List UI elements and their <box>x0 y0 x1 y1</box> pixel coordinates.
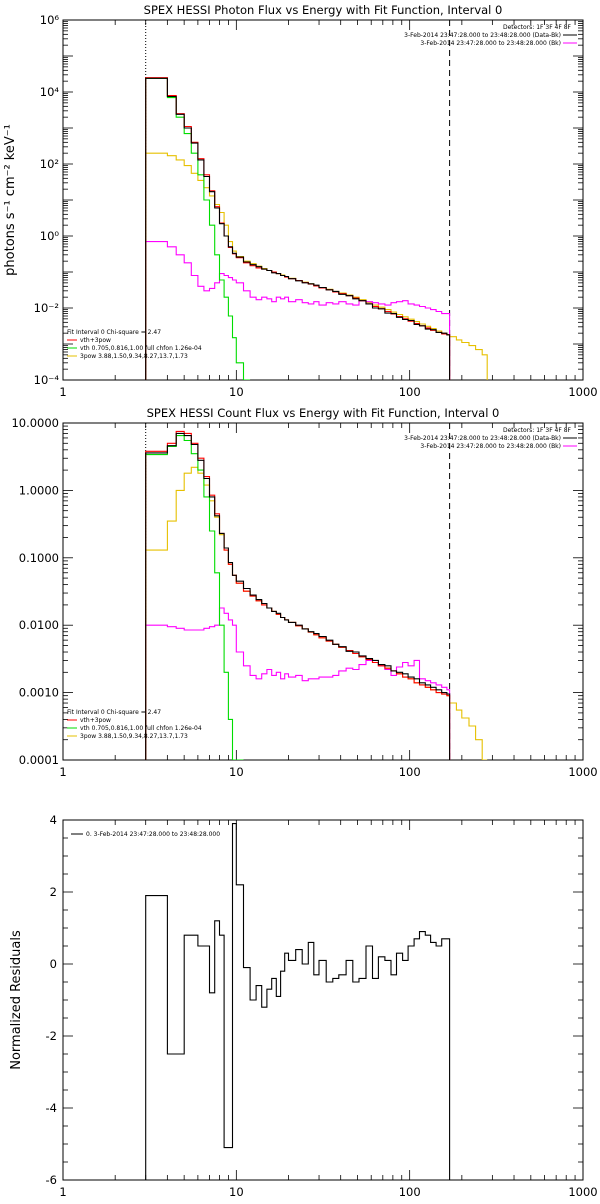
legend-detectors: Detectors: 1F 3F 4F 8F <box>503 427 572 434</box>
x-tick-label: 10 <box>229 765 244 779</box>
legend-item-text: 3-Feb-2014 23:47:28.000 to 23:48:28.000 … <box>404 435 561 442</box>
plot-frame <box>62 819 584 1181</box>
x-tick-label: 1000 <box>568 1185 597 1199</box>
x-axis-ticks: 1 10 100 1000 <box>59 20 598 399</box>
y-axis-ticks: -6 -4 -2 0 2 4 <box>46 813 583 1187</box>
y-tick-label: 10⁶ <box>40 13 60 27</box>
plot-frame <box>62 422 584 761</box>
y-tick-label: 0.1000 <box>19 551 59 565</box>
series-group <box>145 77 488 380</box>
y-tick-label: -2 <box>46 1029 57 1043</box>
x-tick-label: 1 <box>59 385 66 399</box>
y-tick-label: 0 <box>50 957 57 971</box>
series-line-4 <box>145 466 488 760</box>
y-tick-label: 2 <box>50 885 57 899</box>
legend-left: 0. 3-Feb-2014 23:47:28.000 to 23:48:28.0… <box>71 831 220 838</box>
x-tick-label: 100 <box>399 1185 421 1199</box>
chart-panel-3: 1 10 100 1000 -6 -4 -2 0 2 4 Normalized Residuals 0… <box>9 813 598 1199</box>
legend-fit-info: Fit Interval 0 Chi-square = 2.47 <box>67 709 161 716</box>
legend-right: Detectors: 1F 3F 4F 8F3-Feb-2014 23:47:2… <box>404 24 577 47</box>
chart-title: SPEX HESSI Photon Flux vs Energy with Fi… <box>144 3 503 17</box>
legend-item-text: vth+3pow <box>80 717 111 724</box>
x-tick-label: 10 <box>229 385 244 399</box>
series-group <box>145 823 451 1180</box>
x-tick-label: 1000 <box>568 765 597 779</box>
y-axis-ticks: 0.0001 0.0010 0.0100 0.1000 1.0000 10.0000 <box>11 416 583 767</box>
legend-item-text: 3-Feb-2014 23:47:28.000 to 23:48:28.000 … <box>420 40 561 47</box>
y-tick-label: 1.0000 <box>19 483 59 497</box>
series-line-5 <box>145 241 451 380</box>
chart-panel-1: SPEX HESSI Photon Flux vs Energy with Fi… <box>3 3 598 399</box>
legend-fit-info: Fit Interval 0 Chi-square = 2.47 <box>67 329 161 336</box>
legend-left: Fit Interval 0 Chi-square = 2.47vth+3pow… <box>67 709 202 740</box>
legend-item-text: 3pow 3.88,1.50,9.34,8.27,13.7,1.73 <box>80 733 188 740</box>
y-axis-ticks: 10⁻⁴ 10⁻² 10⁰ 10² 10⁴ 10⁶ <box>34 13 583 387</box>
series-line-1 <box>145 77 451 380</box>
legend-left: Fit Interval 0 Chi-square = 2.47vth+3pow… <box>67 329 202 360</box>
y-tick-label: 0.0100 <box>19 618 59 632</box>
x-tick-label: 100 <box>399 385 421 399</box>
x-axis-ticks: 1 10 100 1000 <box>59 820 598 1199</box>
y-tick-label: 0.0010 <box>19 686 59 700</box>
legend-item-text: 3pow 3.88,1.50,9.34,8.27,13.7,1.73 <box>80 353 188 360</box>
y-tick-label: 4 <box>50 813 57 827</box>
legend-item-text: 0. 3-Feb-2014 23:47:28.000 to 23:48:28.0… <box>86 831 220 838</box>
x-axis-ticks: 1 10 100 1000 <box>59 423 598 779</box>
chart-title: SPEX HESSI Count Flux vs Energy with Fit… <box>147 406 500 420</box>
legend-item-text: vth+3pow <box>80 337 111 344</box>
series-line-1 <box>145 823 451 1180</box>
y-tick-label: 10² <box>40 157 59 171</box>
y-tick-label: 10⁻⁴ <box>34 373 60 387</box>
series-group <box>145 430 488 760</box>
legend-item-text: 3-Feb-2014 23:47:28.000 to 23:48:28.000 … <box>420 443 561 450</box>
y-tick-label: 10.0000 <box>11 416 59 430</box>
legend-item-text: vth 0.705,0.816,1.00 full chfon 1.26e-04 <box>80 725 202 732</box>
x-tick-label: 1 <box>59 765 66 779</box>
legend-item-text: 3-Feb-2014 23:47:28.000 to 23:48:28.000 … <box>404 32 561 39</box>
x-tick-label: 10 <box>229 1185 244 1199</box>
y-axis-label: Normalized Residuals <box>9 930 24 1070</box>
series-line-2 <box>145 77 451 380</box>
y-tick-label: 10⁻² <box>34 301 59 315</box>
y-tick-label: -4 <box>46 1101 57 1115</box>
y-tick-label: 10⁰ <box>40 229 60 243</box>
legend-item-text: vth 0.705,0.816,1.00 full chfon 1.26e-04 <box>80 345 202 352</box>
legend-right: Detectors: 1F 3F 4F 8F3-Feb-2014 23:47:2… <box>404 427 577 450</box>
y-axis-label: photons s⁻¹ cm⁻² keV⁻¹ <box>3 124 18 276</box>
series-line-1 <box>145 430 451 760</box>
x-tick-label: 1 <box>59 1185 66 1199</box>
y-tick-label: -6 <box>46 1173 57 1187</box>
series-line-3 <box>145 77 251 380</box>
series-line-2 <box>145 432 451 760</box>
y-tick-label: 10⁴ <box>40 85 60 99</box>
plot-frame <box>62 19 584 381</box>
legend-detectors: Detectors: 1F 3F 4F 8F <box>503 24 572 31</box>
chart-panel-2: SPEX HESSI Count Flux vs Energy with Fit… <box>11 406 597 779</box>
series-line-5 <box>145 607 451 760</box>
y-tick-label: 0.0001 <box>19 753 59 767</box>
x-tick-label: 100 <box>399 765 421 779</box>
x-tick-label: 1000 <box>568 385 597 399</box>
